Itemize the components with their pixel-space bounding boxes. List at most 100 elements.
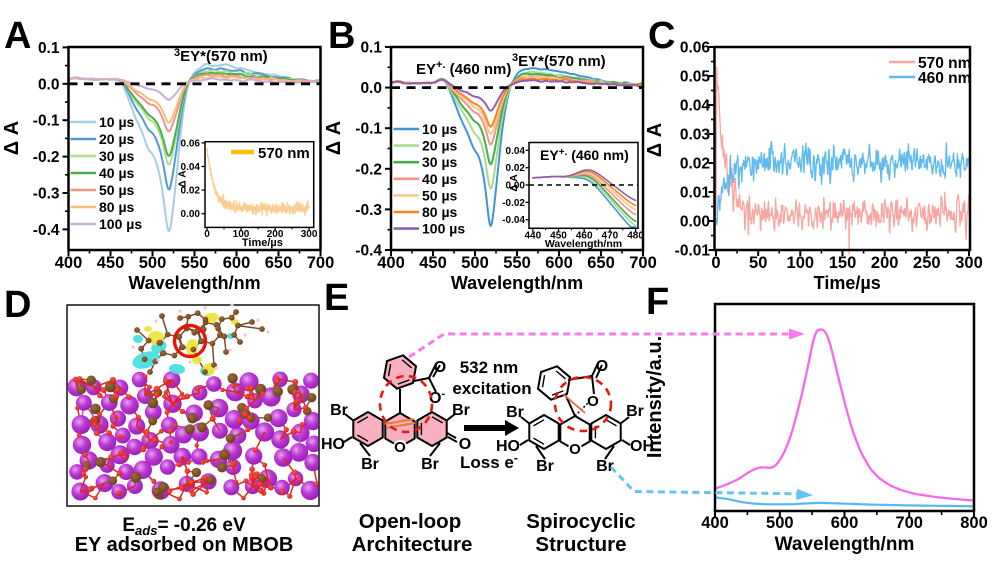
svg-text:Br: Br <box>421 456 439 473</box>
svg-text:500: 500 <box>766 514 794 532</box>
svg-text:30 µs: 30 µs <box>422 154 458 170</box>
svg-text:400: 400 <box>377 254 405 272</box>
svg-text:3EY*(570 nm): 3EY*(570 nm) <box>174 47 268 65</box>
svg-text:3EY*(570 nm): 3EY*(570 nm) <box>512 52 606 70</box>
svg-text:0.05: 0.05 <box>680 69 711 86</box>
svg-text:450: 450 <box>419 254 447 272</box>
svg-text:50: 50 <box>749 254 767 272</box>
svg-text:400: 400 <box>701 514 729 532</box>
svg-text:-0.01: -0.01 <box>675 243 711 260</box>
svg-text:E: E <box>324 277 349 319</box>
svg-text:440: 440 <box>524 230 541 241</box>
svg-text:20 µs: 20 µs <box>99 131 135 147</box>
svg-text:0.1: 0.1 <box>38 40 60 57</box>
svg-text:0.03: 0.03 <box>680 127 711 144</box>
svg-text:570 nm: 570 nm <box>258 145 310 162</box>
svg-text:0.06: 0.06 <box>680 40 711 57</box>
svg-text:0.06: 0.06 <box>181 138 201 149</box>
svg-text:Br: Br <box>506 404 524 421</box>
svg-text:800: 800 <box>960 514 988 532</box>
svg-text:0.01: 0.01 <box>680 185 711 202</box>
svg-text:Br: Br <box>361 456 379 473</box>
svg-text:B: B <box>328 15 355 57</box>
svg-text:C: C <box>648 15 675 57</box>
svg-text:0: 0 <box>204 229 210 240</box>
svg-text:0.00: 0.00 <box>181 209 201 220</box>
svg-text:Architecture: Architecture <box>352 533 473 556</box>
svg-text:Br: Br <box>596 458 614 475</box>
svg-text:10 µs: 10 µs <box>422 121 458 137</box>
svg-text:700: 700 <box>629 254 657 272</box>
svg-text:550: 550 <box>503 254 531 272</box>
svg-text:400: 400 <box>55 254 83 272</box>
svg-text:-0.1: -0.1 <box>33 113 60 130</box>
svg-text:20 µs: 20 µs <box>422 138 458 154</box>
svg-text:D: D <box>4 284 31 326</box>
svg-text:150: 150 <box>829 254 857 272</box>
svg-text:0.0: 0.0 <box>38 76 60 93</box>
svg-text:-0.2: -0.2 <box>33 149 60 166</box>
svg-text:650: 650 <box>587 254 615 272</box>
svg-text:-0.04: -0.04 <box>502 215 525 226</box>
svg-text:Time/µs: Time/µs <box>242 237 283 249</box>
svg-text:Br: Br <box>452 402 470 419</box>
svg-text:O: O <box>587 393 599 410</box>
svg-text:250: 250 <box>913 254 941 272</box>
svg-text:Δ A: Δ A <box>178 170 189 187</box>
svg-text:80 µs: 80 µs <box>422 204 458 220</box>
svg-text:500: 500 <box>139 254 167 272</box>
svg-text:O: O <box>394 439 406 456</box>
svg-text:10 µs: 10 µs <box>99 114 135 130</box>
svg-text:Structure: Structure <box>535 533 626 556</box>
svg-text:EY+. (460 nm): EY+. (460 nm) <box>540 147 629 163</box>
svg-text:300: 300 <box>301 229 318 240</box>
svg-text:460 nm: 460 nm <box>918 70 971 87</box>
svg-text:Wavelength/nm: Wavelength/nm <box>128 273 260 293</box>
svg-text:Br: Br <box>626 403 644 420</box>
svg-text:200: 200 <box>871 254 899 272</box>
svg-text:50 µs: 50 µs <box>99 182 135 198</box>
svg-text:450: 450 <box>97 254 125 272</box>
svg-text:600: 600 <box>831 514 859 532</box>
svg-text:-0.1: -0.1 <box>355 121 382 138</box>
svg-text:300: 300 <box>955 254 983 272</box>
svg-text:A: A <box>4 15 31 57</box>
svg-text:Δ A: Δ A <box>644 123 666 157</box>
svg-text:EY adsorbed on MBOB: EY adsorbed on MBOB <box>75 534 294 556</box>
svg-text:0.02: 0.02 <box>680 156 710 173</box>
svg-text:50 µs: 50 µs <box>422 187 458 203</box>
svg-text:100: 100 <box>787 254 815 272</box>
svg-text:0.1: 0.1 <box>360 40 382 57</box>
svg-text:HO: HO <box>321 436 345 453</box>
svg-text:F: F <box>646 281 669 323</box>
svg-text:Br: Br <box>330 402 348 419</box>
svg-text:80 µs: 80 µs <box>99 199 135 215</box>
svg-text:0.04: 0.04 <box>506 146 526 157</box>
svg-text:600: 600 <box>545 254 573 272</box>
svg-text:650: 650 <box>265 254 293 272</box>
svg-text:O: O <box>459 436 471 453</box>
svg-text:-0.3: -0.3 <box>355 202 382 219</box>
svg-text:O: O <box>569 441 581 458</box>
svg-text:532 nm: 532 nm <box>460 358 519 377</box>
svg-text:700: 700 <box>895 514 923 532</box>
svg-text:Δ A: Δ A <box>509 174 520 191</box>
svg-text:Intensity/a.u.: Intensity/a.u. <box>644 336 666 458</box>
svg-text:500: 500 <box>461 254 489 272</box>
svg-text:0.04: 0.04 <box>680 98 711 115</box>
svg-text:40 µs: 40 µs <box>99 165 135 181</box>
svg-text:Open-loop: Open-loop <box>359 510 461 533</box>
svg-text:EY+. (460 nm): EY+. (460 nm) <box>416 59 511 78</box>
svg-text:-0.3: -0.3 <box>33 186 60 203</box>
svg-text:Wavelength/nm: Wavelength/nm <box>545 238 622 250</box>
svg-text:O: O <box>596 358 608 375</box>
svg-text:480: 480 <box>627 230 644 241</box>
svg-text:-0.02: -0.02 <box>502 198 525 209</box>
svg-text:550: 550 <box>181 254 209 272</box>
svg-text:Time/µs: Time/µs <box>814 273 881 293</box>
svg-text:Br: Br <box>536 458 554 475</box>
svg-text:100 µs: 100 µs <box>422 221 465 237</box>
svg-text:40 µs: 40 µs <box>422 171 458 187</box>
svg-text:O: O <box>434 359 446 376</box>
svg-text:700: 700 <box>307 254 335 272</box>
